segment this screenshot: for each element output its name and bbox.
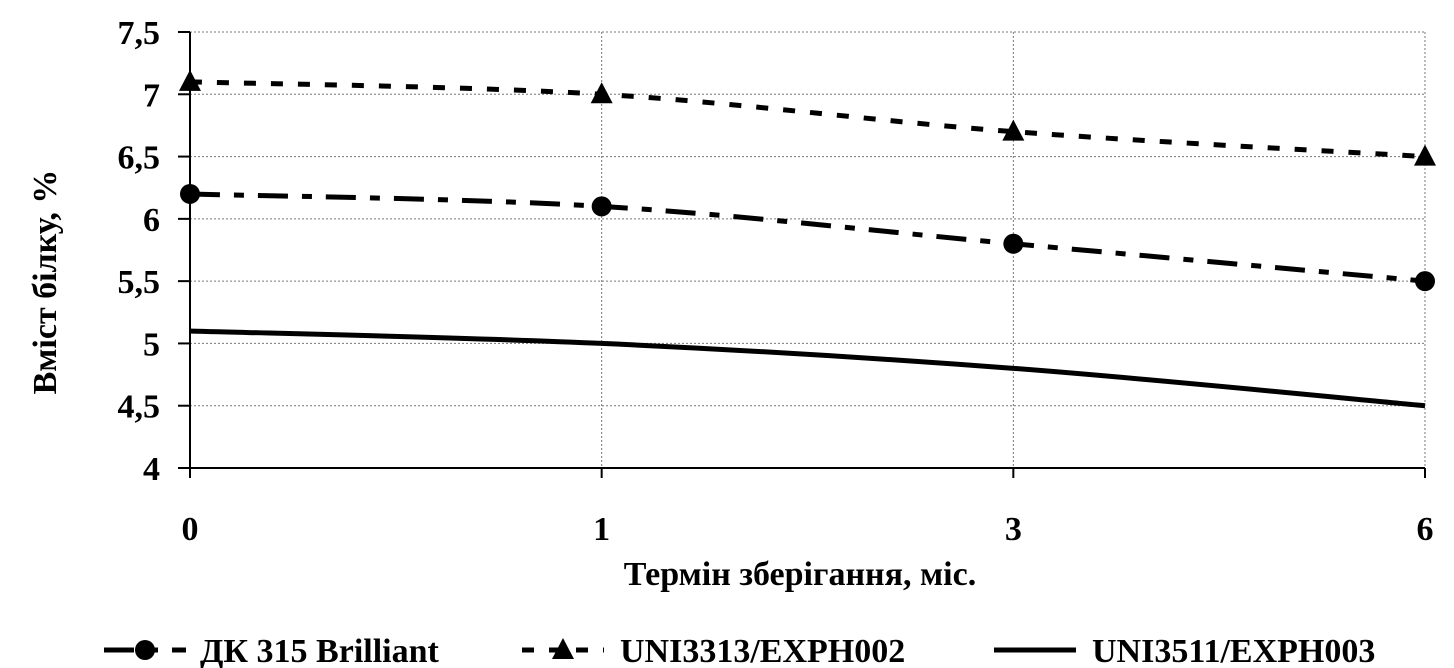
series-1 — [180, 183, 1435, 292]
series-line — [189, 328, 1426, 409]
data-point — [1002, 119, 1025, 141]
y-tick-label: 4,5 — [118, 389, 161, 426]
data-point — [179, 69, 201, 91]
y-tick-label: 4 — [143, 451, 160, 488]
data-point — [591, 196, 612, 217]
axes — [178, 31, 1426, 478]
y-tick-label: 7 — [143, 77, 160, 114]
series-group — [179, 69, 1436, 409]
data-point — [590, 82, 613, 104]
data-point — [1415, 271, 1435, 292]
series-line — [189, 191, 1426, 284]
y-tick-label: 5 — [143, 326, 160, 363]
legend-item: UNI3511/EXPH003 — [994, 633, 1375, 668]
x-tick-label: 3 — [1005, 511, 1022, 548]
series-2 — [179, 69, 1436, 166]
y-tick-label: 5,5 — [118, 264, 161, 301]
series-3 — [189, 328, 1426, 409]
legend-label: ДК 315 Brilliant — [200, 633, 440, 668]
data-point — [1003, 233, 1024, 254]
data-point — [180, 183, 200, 204]
legend: ДК 315 Brilliant UNI3313/EXPH002 UNI3511/E… — [104, 633, 1375, 668]
legend-item: ДК 315 Brilliant — [104, 633, 440, 668]
x-axis-title: Термін зберігання, міс. — [624, 556, 976, 593]
y-tick-label: 6 — [143, 202, 160, 239]
x-tick-label: 1 — [593, 511, 610, 548]
legend-marker — [552, 638, 574, 659]
data-point — [1414, 144, 1436, 166]
legend-label: UNI3313/EXPH002 — [620, 633, 905, 668]
grid-lines — [190, 31, 1426, 468]
legend-item: UNI3313/EXPH002 — [522, 633, 905, 668]
legend-marker — [135, 640, 155, 660]
legend-label: UNI3511/EXPH003 — [1092, 633, 1375, 668]
y-tick-label: 7,5 — [118, 15, 161, 52]
y-axis-title: Вміст білку, % — [27, 170, 64, 395]
x-tick-label: 0 — [182, 511, 199, 548]
x-tick-labels: 0 1 3 6 — [182, 511, 1434, 548]
y-tick-labels: 4 4,5 5 5,5 6 6,5 7 7,5 — [118, 15, 161, 488]
x-tick-label: 6 — [1417, 511, 1434, 548]
series-line — [189, 79, 1426, 160]
y-tick-label: 6,5 — [118, 140, 161, 177]
